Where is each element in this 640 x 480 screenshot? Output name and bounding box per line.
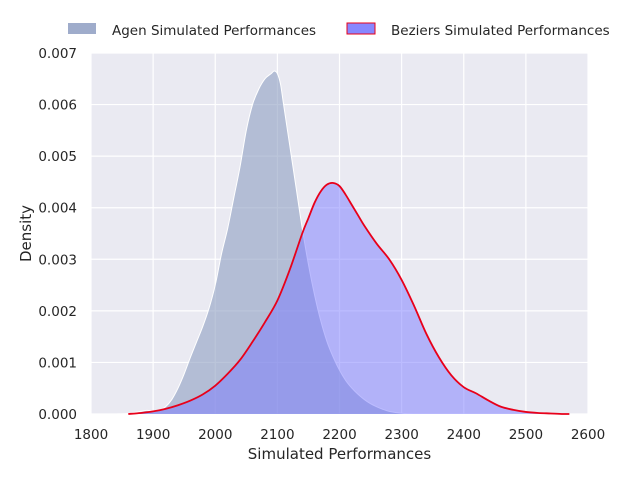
y-tick-label: 0.007 (38, 46, 77, 62)
y-tick-label: 0.000 (38, 407, 77, 423)
legend: Agen Simulated Performances Beziers Simu… (68, 22, 610, 39)
x-axis-label: Simulated Performances (248, 445, 432, 463)
y-tick-label: 0.002 (38, 304, 77, 320)
y-tick-labels: 0.000 0.001 0.002 0.003 0.004 0.005 0.006 0.007 (38, 46, 77, 423)
legend-label-beziers: Beziers Simulated Performances (391, 23, 610, 39)
x-tick-label: 2000 (198, 427, 232, 443)
y-tick-label: 0.005 (38, 149, 77, 165)
y-axis-label: Density (17, 205, 35, 262)
density-area-agen (115, 71, 421, 415)
y-tick-label: 0.003 (38, 252, 77, 268)
x-tick-label: 2600 (571, 427, 605, 443)
x-tick-labels: 1800 1900 2000 2100 2200 2300 2400 2500 2600 (74, 427, 605, 443)
x-tick-label: 2400 (447, 427, 481, 443)
density-area-beziers (128, 182, 570, 414)
x-tick-label: 2300 (384, 427, 418, 443)
y-tick-label: 0.004 (38, 201, 77, 217)
legend-swatch-agen (68, 23, 96, 34)
legend-swatch-beziers (346, 22, 376, 35)
density-line-beziers (128, 181, 570, 415)
density-areas (115, 70, 570, 415)
x-tick-label: 1800 (74, 427, 108, 443)
y-tick-label: 0.001 (38, 355, 77, 371)
legend-label-agen: Agen Simulated Performances (112, 23, 316, 39)
x-tick-label: 1900 (136, 427, 170, 443)
x-tick-label: 2500 (509, 427, 543, 443)
y-tick-label: 0.006 (38, 98, 77, 114)
x-tick-label: 2100 (260, 427, 294, 443)
x-tick-label: 2200 (322, 427, 356, 443)
